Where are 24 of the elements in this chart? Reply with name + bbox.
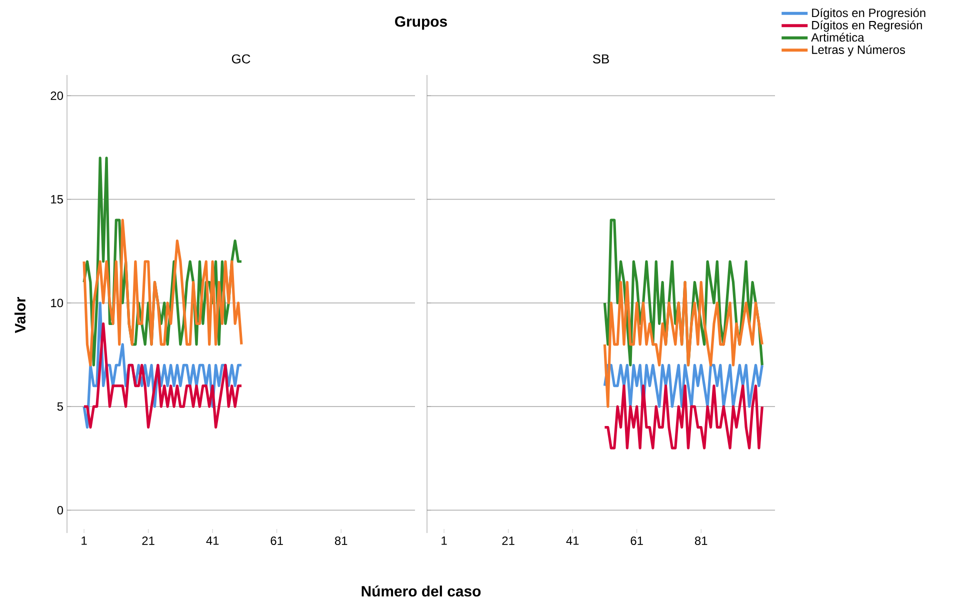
x-tick-label: 1 <box>442 536 447 545</box>
y-tick-label: 5 <box>57 402 63 411</box>
legend-label: Artimética <box>811 32 864 42</box>
y-tick-label: 20 <box>50 91 64 100</box>
text: Grupos <box>395 16 447 30</box>
x-tick-label: 21 <box>142 536 154 545</box>
x-tick-label: 81 <box>694 536 708 545</box>
y-tick-label: 0 <box>57 506 64 514</box>
legend-label: Dígitos en Progresión <box>812 8 926 20</box>
y-tick-label: 10 <box>51 298 64 308</box>
x-tick-label: 41 <box>566 536 579 545</box>
y-tick-label: 15 <box>51 195 63 204</box>
x-tick-label: 81 <box>334 536 348 545</box>
x-tick-label: 61 <box>270 536 283 545</box>
x-tick-label: 41 <box>206 536 219 545</box>
y-axis-title: Valor <box>14 296 26 334</box>
chart-title: SB <box>592 54 609 64</box>
x-tick-label: 21 <box>502 536 514 545</box>
x-axis-title: Número del caso <box>362 585 481 597</box>
legend-label: Dígitos en Regresión <box>812 20 922 32</box>
x-tick-label: 61 <box>630 536 643 545</box>
legend-label: Letras y Números <box>812 45 906 56</box>
x-tick-label: 1 <box>82 536 87 545</box>
chart-title: GC <box>232 54 250 64</box>
